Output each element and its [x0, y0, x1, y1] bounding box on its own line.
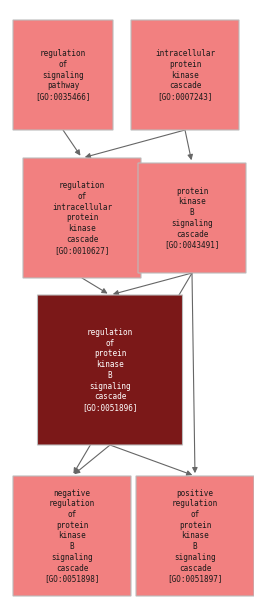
FancyBboxPatch shape	[13, 476, 131, 596]
FancyBboxPatch shape	[138, 163, 246, 273]
Text: regulation
of
signaling
pathway
[GO:0035466]: regulation of signaling pathway [GO:0035…	[35, 49, 91, 101]
Text: regulation
of
protein
kinase
B
signaling
cascade
[GO:0051896]: regulation of protein kinase B signaling…	[82, 328, 138, 412]
FancyBboxPatch shape	[136, 476, 254, 596]
Text: intracellular
protein
kinase
cascade
[GO:0007243]: intracellular protein kinase cascade [GO…	[155, 49, 215, 101]
Text: positive
regulation
of
protein
kinase
B
signaling
cascade
[GO:0051897]: positive regulation of protein kinase B …	[167, 488, 223, 583]
FancyBboxPatch shape	[23, 158, 141, 278]
FancyBboxPatch shape	[13, 20, 113, 130]
FancyBboxPatch shape	[131, 20, 239, 130]
Text: protein
kinase
B
signaling
cascade
[GO:0043491]: protein kinase B signaling cascade [GO:0…	[164, 187, 220, 249]
Text: regulation
of
intracellular
protein
kinase
cascade
[GO:0010627]: regulation of intracellular protein kina…	[52, 181, 112, 255]
Text: negative
regulation
of
protein
kinase
B
signaling
cascade
[GO:0051898]: negative regulation of protein kinase B …	[44, 488, 100, 583]
FancyBboxPatch shape	[38, 295, 183, 445]
